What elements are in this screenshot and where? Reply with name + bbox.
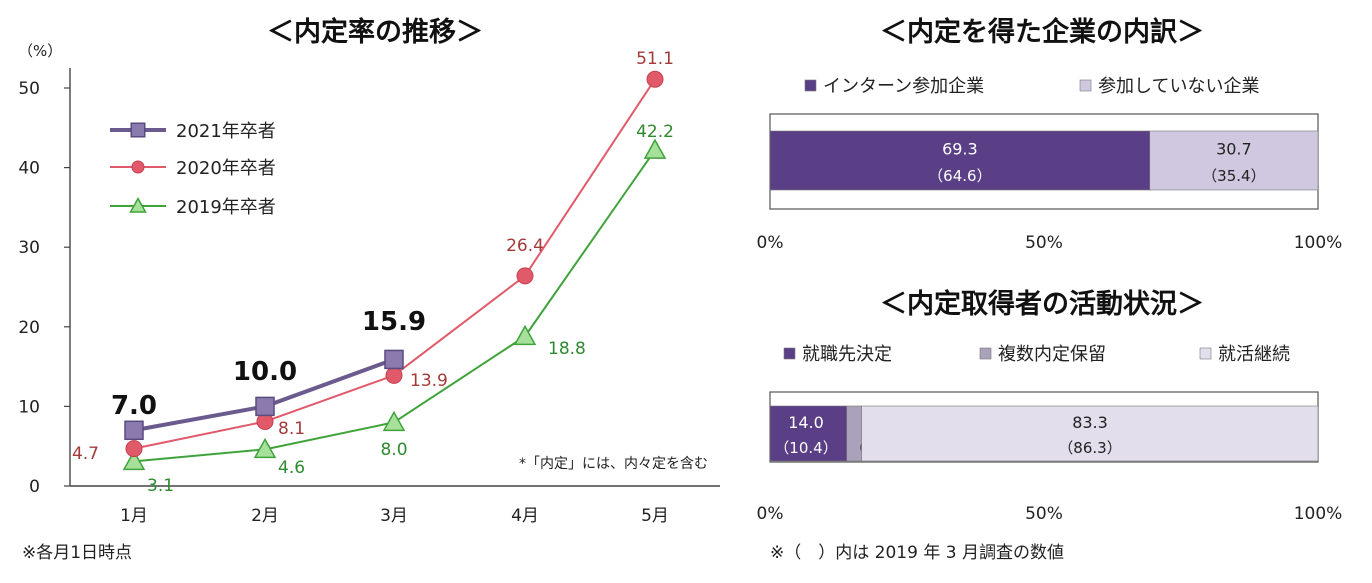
data-point-2-1 <box>253 437 277 459</box>
legend-marker-1 <box>131 160 145 174</box>
data-label-0-0: 7.0 <box>111 391 157 421</box>
bar-prior-value-1-0: （64.6） <box>928 167 991 185</box>
y-tick-label: 0 <box>29 477 40 497</box>
data-point-1-0 <box>125 440 143 458</box>
data-label-2-4: 42.2 <box>636 122 674 142</box>
bar-prior-value-1-1: （35.4） <box>1202 167 1265 185</box>
footnote-right: ※（ ）内は 2019 年 3 月調査の数値 <box>770 543 1064 563</box>
legend-label: 複数内定保留 <box>998 344 1106 365</box>
legend-label: 2019年卒者 <box>176 197 276 218</box>
data-label-1-4: 51.1 <box>636 49 674 69</box>
data-point-0-1 <box>255 396 275 417</box>
data-point-1-4 <box>646 70 664 88</box>
legend-swatch-1-1 <box>1079 79 1092 92</box>
y-tick-label: 30 <box>18 238 40 258</box>
x-tick-label: 2月 <box>251 506 279 526</box>
bar-value-2-2: 83.3 <box>1072 413 1108 432</box>
legend-marker-0 <box>130 122 146 138</box>
x-tick-label: 100% <box>1294 233 1343 253</box>
x-tick-label: 0% <box>757 504 784 524</box>
data-point-2-4 <box>643 138 667 159</box>
data-label-0-1: 10.0 <box>233 357 297 387</box>
legend-label: 2021年卒者 <box>176 121 276 142</box>
bar-segment-1-1 <box>1149 130 1319 191</box>
data-label-1-3: 26.4 <box>506 236 544 256</box>
data-label-1-1: 8.1 <box>278 419 305 439</box>
data-label-1-2: 13.9 <box>410 371 448 391</box>
y-tick-label: 40 <box>18 159 40 179</box>
legend-swatch-2-1 <box>979 347 992 360</box>
y-tick-label: 20 <box>18 318 40 338</box>
data-point-2-3 <box>513 324 537 346</box>
x-tick-label: 4月 <box>511 506 539 526</box>
legend-swatch-2-2 <box>1199 347 1212 360</box>
bar-prior-value-2-0: （10.4） <box>774 439 837 457</box>
bar-value-1-0: 69.3 <box>942 140 978 159</box>
y-tick-label: 50 <box>18 79 40 99</box>
data-point-2-2 <box>382 410 406 432</box>
bar-chart-title-2: ＜内定取得者の活動状況＞ <box>880 288 1204 320</box>
data-label-2-0: 3.1 <box>147 476 174 496</box>
bar-segment-1-0 <box>769 130 1151 191</box>
data-label-1-0: 4.7 <box>72 444 99 464</box>
legend-label: インターン参加企業 <box>823 76 984 97</box>
bar-value-2-0: 14.0 <box>788 413 824 432</box>
x-tick-label: 5月 <box>641 506 669 526</box>
x-tick-label: 50% <box>1025 233 1063 253</box>
x-tick-label: 1月 <box>120 506 148 526</box>
data-point-1-2 <box>385 366 403 384</box>
y-axis-unit: （%） <box>18 42 62 60</box>
legend-swatch-1-0 <box>804 79 817 92</box>
data-point-0-0 <box>124 420 144 441</box>
bar-segment-2-2 <box>861 405 1319 462</box>
legend-marker-2 <box>129 196 147 213</box>
x-tick-label: 3月 <box>380 506 408 526</box>
data-point-0-2 <box>384 349 404 370</box>
data-label-2-3: 18.8 <box>548 339 586 359</box>
footnote-left: ※各月1日時点 <box>22 543 132 563</box>
data-point-1-3 <box>516 267 534 285</box>
line-chart-title: ＜内定率の推移＞ <box>267 16 483 48</box>
x-tick-label: 100% <box>1294 504 1343 524</box>
data-label-0-2: 15.9 <box>362 307 426 337</box>
data-point-2-0 <box>122 449 146 471</box>
annotation-note: *「内定」には、内々定を含む <box>519 456 708 472</box>
legend-swatch-2-0 <box>783 347 796 360</box>
data-label-2-2: 8.0 <box>380 440 407 460</box>
legend-label: 2020年卒者 <box>176 158 276 179</box>
bar-prior-value-2-2: （86.3） <box>1058 439 1121 457</box>
legend-label: 就職先決定 <box>802 344 892 365</box>
y-tick-label: 10 <box>18 397 40 417</box>
x-tick-label: 50% <box>1025 504 1063 524</box>
legend-label: 参加していない企業 <box>1098 76 1259 97</box>
legend-label: 就活継続 <box>1218 344 1290 365</box>
x-tick-label: 0% <box>757 233 784 253</box>
bar-value-1-1: 30.7 <box>1216 140 1252 159</box>
data-label-2-1: 4.6 <box>278 458 305 478</box>
bar-chart-title-1: ＜内定を得た企業の内訳＞ <box>880 16 1204 48</box>
